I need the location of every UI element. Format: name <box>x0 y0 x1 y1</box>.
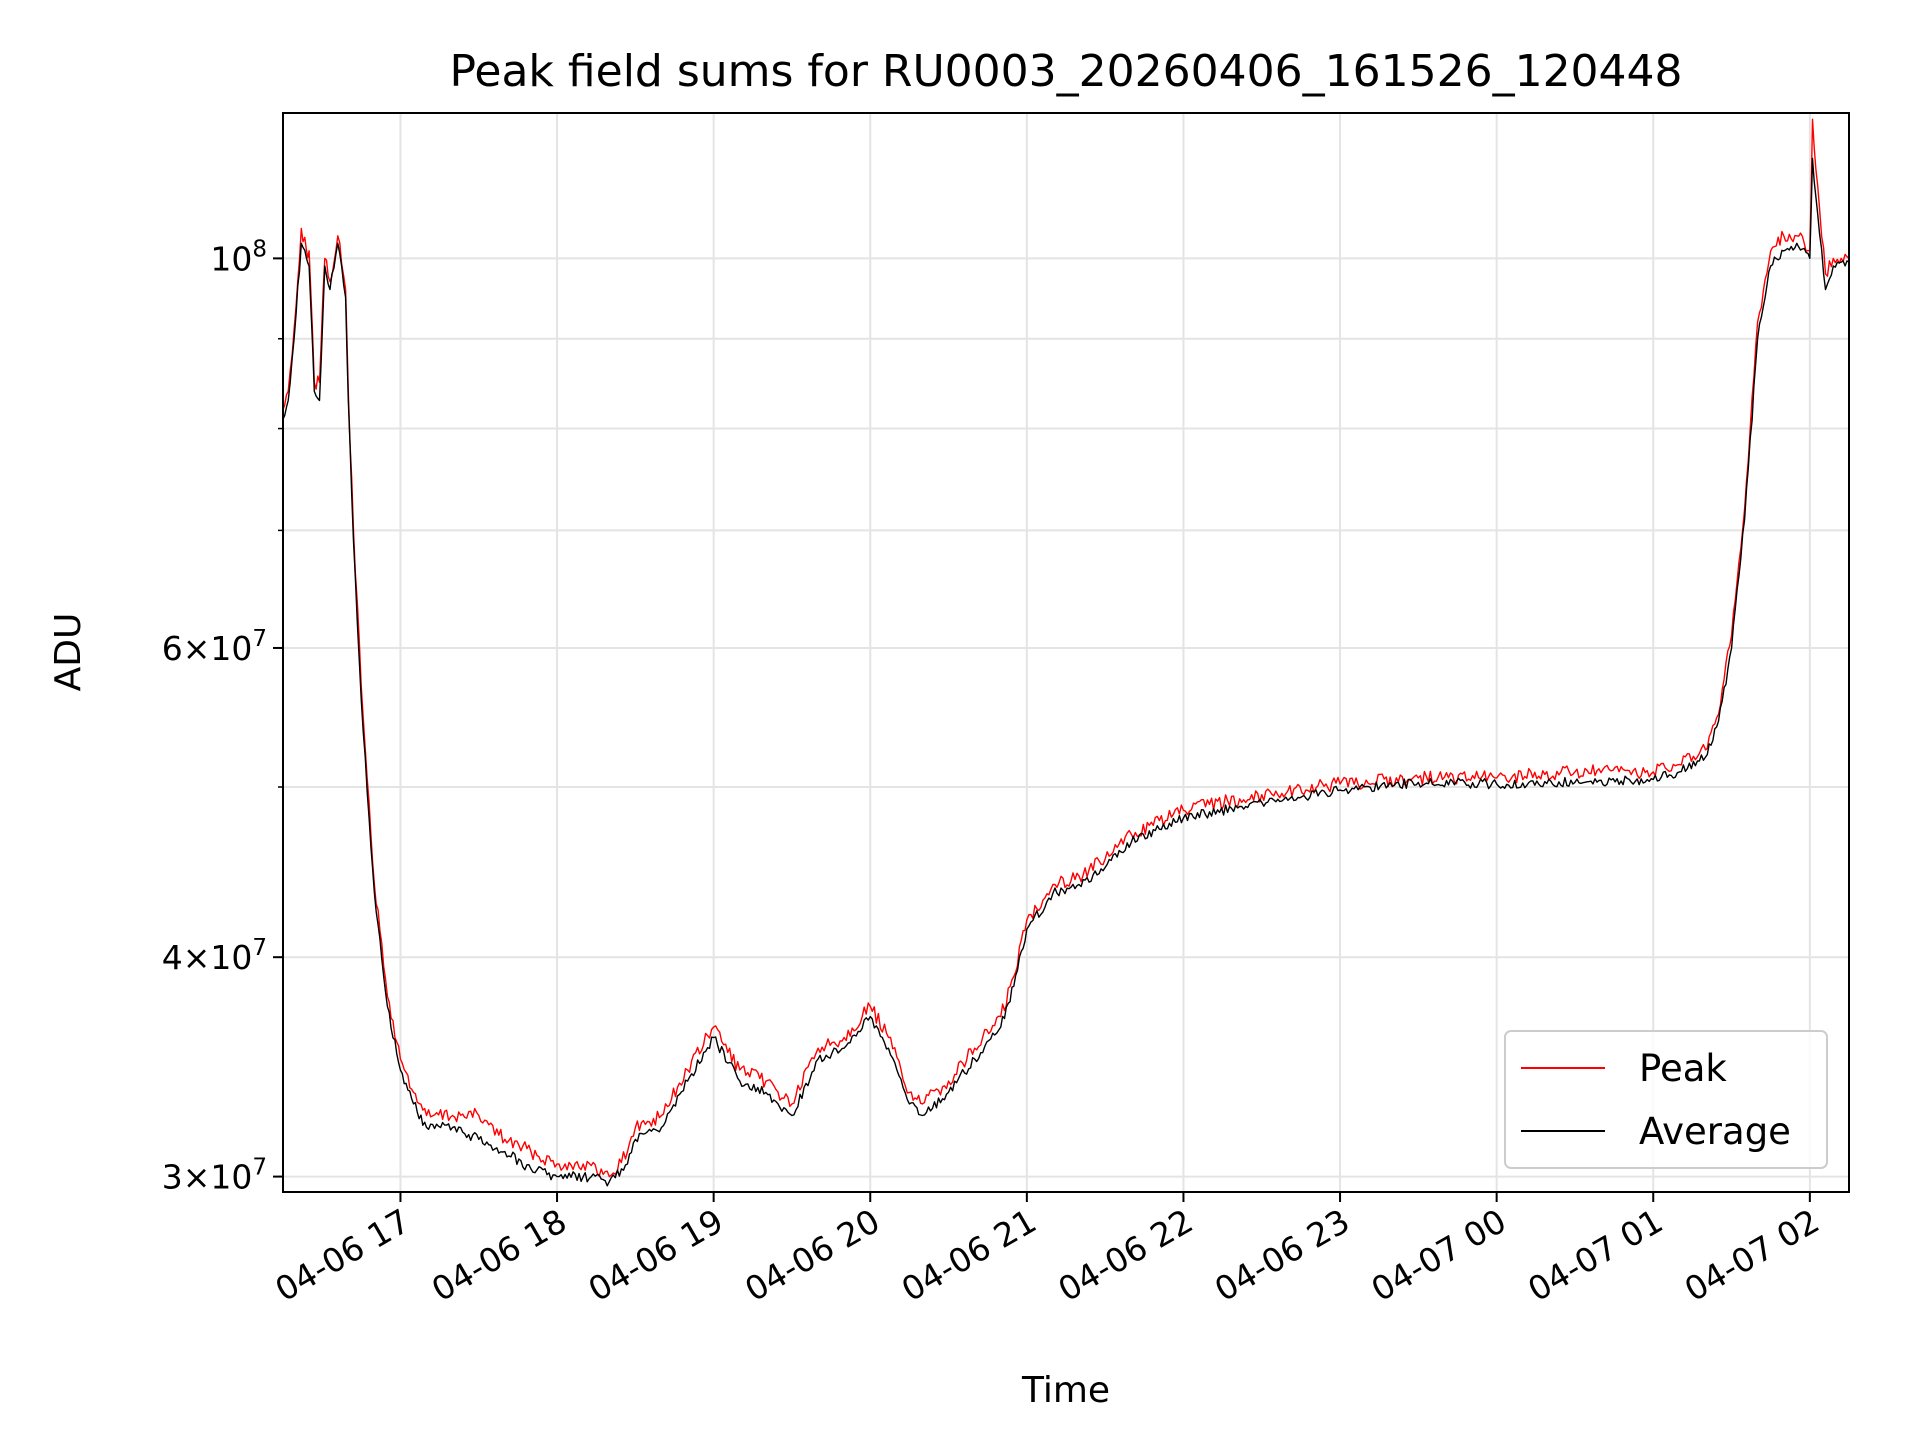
legend: Peak Average <box>1504 1030 1828 1169</box>
y-tick-base: 6×10 <box>162 629 253 668</box>
grid-layer <box>283 113 1849 1192</box>
series-layer <box>282 118 1850 1187</box>
legend-label-peak: Peak <box>1639 1047 1727 1090</box>
y-axis-label: ADU <box>48 613 89 692</box>
plot-frame <box>282 112 1850 1193</box>
y-tick-exponent: 7 <box>252 1155 267 1181</box>
y-tick-label: 3×107 <box>162 1155 267 1197</box>
y-tick-label: 6×107 <box>162 626 267 668</box>
plot-background <box>283 113 1849 1192</box>
y-tick-exponent: 7 <box>252 626 267 652</box>
chart-title: Peak field sums for RU0003_20260406_1615… <box>449 46 1682 97</box>
series-line-peak <box>282 118 1850 1178</box>
legend-box <box>1504 1030 1828 1169</box>
series-line-average <box>282 157 1850 1187</box>
legend-label-average: Average <box>1639 1110 1791 1153</box>
y-tick-label: 4×107 <box>162 935 267 977</box>
y-tick-label: 108 <box>210 236 267 278</box>
y-tick-base: 4×10 <box>162 938 253 977</box>
y-tick-exponent: 7 <box>252 935 267 961</box>
y-tick-base: 10 <box>210 239 252 278</box>
plot-area <box>282 112 1850 1193</box>
x-axis-label: Time <box>1021 1370 1110 1411</box>
y-tick-exponent: 8 <box>252 236 267 262</box>
y-tick-base: 3×10 <box>162 1158 253 1197</box>
